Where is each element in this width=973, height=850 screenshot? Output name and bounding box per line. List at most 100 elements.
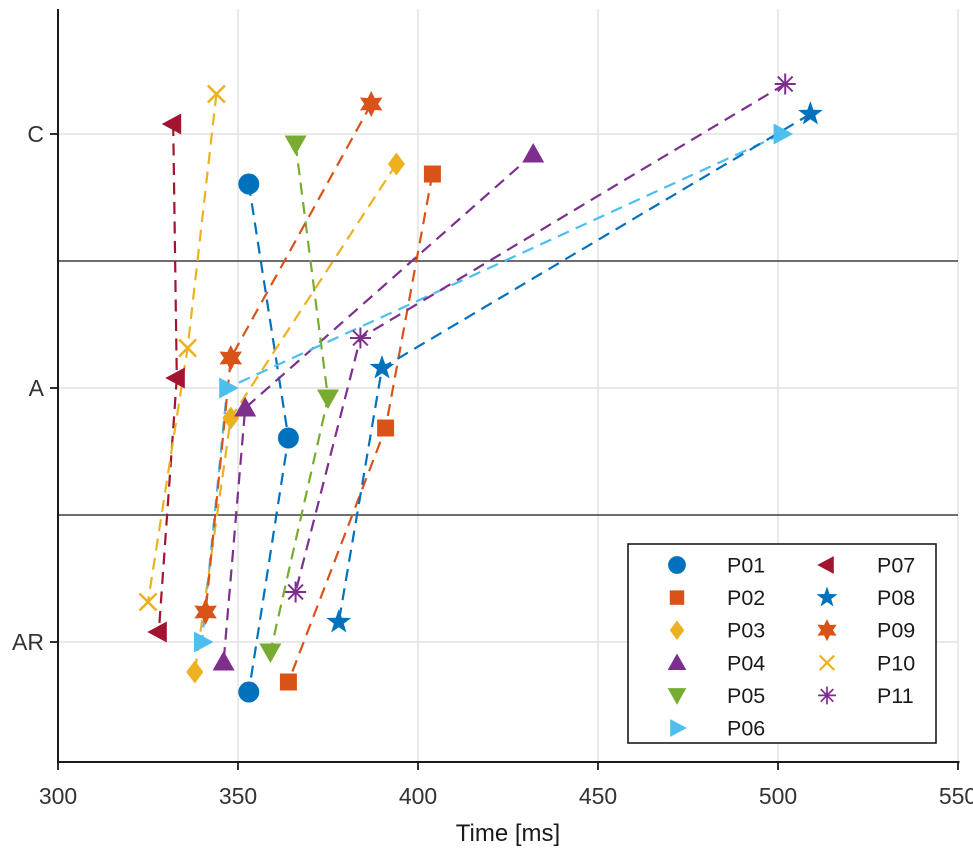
legend-marker-P07 (817, 556, 834, 574)
triangle-down-icon (317, 389, 339, 409)
asterisk-icon (349, 327, 371, 349)
legend-label-P03: P03 (727, 619, 765, 643)
marker-P08-AR (326, 609, 352, 633)
axes (50, 9, 960, 770)
x-icon (206, 84, 226, 104)
marker-P09-AR (194, 599, 217, 625)
triangle-down-icon (284, 135, 307, 155)
marker-P03-A (222, 406, 240, 430)
star-icon (798, 101, 823, 125)
marker-P03-AR (186, 660, 204, 684)
x-tick-label-500: 500 (759, 783, 797, 809)
marker-P10-C (206, 84, 226, 104)
legend-item-P08: P08 (816, 586, 915, 610)
triangle-left-icon (165, 367, 185, 389)
x-tick-label-400: 400 (399, 783, 437, 809)
diamond-icon (669, 620, 685, 640)
marker-P07-C (161, 113, 182, 135)
marker-P09-A (219, 345, 243, 371)
diamond-icon (387, 152, 405, 176)
triangle-right-icon (670, 719, 687, 737)
marker-P04-C (522, 143, 545, 163)
diamond-icon (186, 660, 204, 684)
series-markers (138, 73, 823, 703)
asterisk-icon (818, 686, 836, 705)
y-tick-label-C: C (27, 121, 44, 147)
legend-box (627, 543, 937, 744)
triangle-left-icon (161, 113, 182, 135)
square-icon (377, 419, 395, 437)
marker-P07-A (165, 367, 185, 389)
star-icon (326, 609, 352, 633)
marker-P02-A (377, 419, 395, 437)
marker-P10-A (178, 338, 198, 358)
triangle-up-icon (212, 651, 235, 671)
legend-item-P05: P05 (667, 684, 765, 708)
legend-label-P11: P11 (877, 684, 914, 708)
series-line-P05 (269, 143, 330, 653)
triangle-left-icon (817, 556, 834, 574)
legend-marker-P08 (816, 586, 838, 607)
marker-P10-AR (138, 592, 158, 612)
series-line-P10 (146, 93, 218, 603)
marker-P01-AR (238, 681, 260, 703)
legend-item-P06: P06 (670, 717, 765, 741)
triangle-up-icon (667, 653, 687, 671)
legend-label-P04: P04 (727, 651, 765, 675)
triangle-right-icon (194, 631, 214, 653)
hexagram-icon (219, 345, 243, 371)
legend-marker-P09 (817, 619, 837, 642)
triangle-right-icon (773, 123, 794, 145)
legend-marker-P11 (818, 686, 836, 705)
marker-P06-C (773, 123, 794, 145)
marker-P05-A (317, 389, 339, 409)
marker-P08-A (369, 355, 395, 379)
square-icon (423, 165, 441, 183)
x-tick-label-350: 350 (219, 783, 257, 809)
legend-item-P11: P11 (818, 684, 914, 708)
y-tick-label-AR: AR (12, 629, 44, 655)
marker-P01-C (238, 173, 260, 195)
circle-icon (668, 556, 686, 574)
marker-P05-AR (259, 643, 282, 663)
x-icon (178, 338, 198, 358)
legend-label-P10: P10 (877, 651, 915, 675)
legend-item-P10: P10 (818, 651, 915, 675)
series-line-P09 (204, 103, 373, 613)
triangle-down-icon (667, 688, 687, 705)
legend-label-P01: P01 (727, 554, 765, 578)
x-icon (138, 592, 158, 612)
marker-P09-C (359, 91, 383, 117)
legend-item-P01: P01 (668, 554, 765, 578)
square-icon (669, 590, 685, 605)
marker-P04-AR (212, 651, 235, 671)
asterisk-icon (285, 581, 307, 603)
legend-label-P07: P07 (877, 554, 915, 578)
legend-label-P02: P02 (727, 586, 765, 610)
legend-item-P02: P02 (669, 586, 765, 610)
x-tick-label-450: 450 (579, 783, 617, 809)
legend-item-P07: P07 (817, 554, 915, 578)
tick-labels: 300 350 400 450 500 550 AR A C Time [ms] (12, 121, 973, 847)
marker-P11-AR (285, 581, 307, 603)
x-tick-label-550: 550 (939, 783, 973, 809)
series-line-P04 (222, 153, 534, 663)
legend-marker-P10 (818, 654, 836, 671)
triangle-up-icon (234, 397, 257, 417)
triangle-down-icon (259, 643, 282, 663)
marker-P02-AR (279, 673, 297, 691)
legend-label-P06: P06 (727, 717, 765, 741)
diamond-icon (222, 406, 240, 430)
asterisk-icon (774, 73, 796, 95)
star-icon (816, 586, 838, 607)
triangle-right-icon (219, 377, 239, 399)
triangle-left-icon (147, 621, 167, 643)
x-axis-label: Time [ms] (456, 820, 560, 847)
circle-icon (238, 681, 260, 703)
marker-P11-A (349, 327, 371, 349)
legend-marker-P06 (670, 719, 687, 737)
marker-P06-A (219, 377, 239, 399)
marker-P03-C (387, 152, 405, 176)
